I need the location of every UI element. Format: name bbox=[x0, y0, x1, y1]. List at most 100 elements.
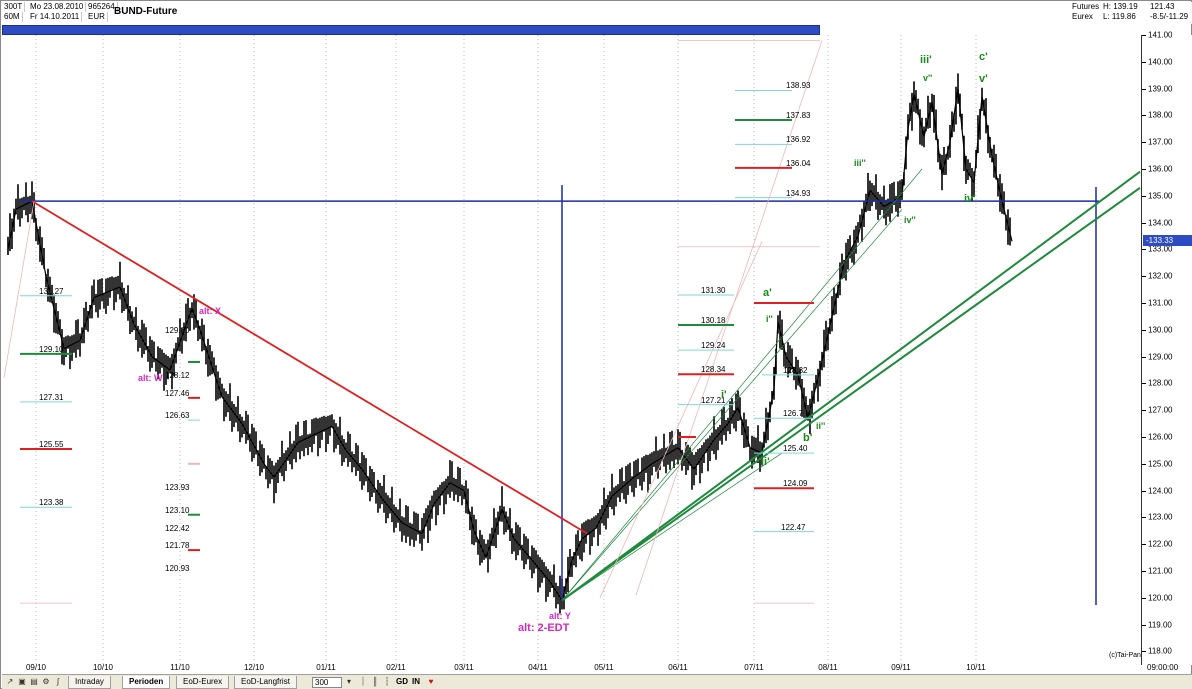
symbol-cell: 300T bbox=[2, 2, 26, 12]
exchange: Eurex bbox=[1072, 12, 1093, 21]
y-tick-mark bbox=[1142, 651, 1146, 653]
y-tick-mark bbox=[1142, 544, 1146, 546]
y-tick-label: 130.00 bbox=[1148, 325, 1173, 335]
wave-label-c-prime: c' bbox=[979, 51, 988, 64]
wave-label-iv-prime: iv' bbox=[964, 193, 976, 206]
fib-label-mid: 129.80 bbox=[165, 326, 190, 336]
y-tick-label: 127.00 bbox=[1148, 405, 1173, 415]
fib-label-mid: 122.42 bbox=[165, 523, 190, 533]
y-axis[interactable]: 141.00 140.00 139.00 138.00 137.00 136.00 135.… bbox=[1141, 31, 1192, 665]
fib-label-right-upper: 134.93 bbox=[786, 188, 811, 198]
time-label: 09:00:00 bbox=[1147, 663, 1179, 672]
fib-label-right-upper: 136.04 bbox=[786, 158, 811, 168]
fib-label-mid: 123.10 bbox=[165, 505, 190, 515]
y-tick-mark bbox=[1142, 463, 1146, 465]
line-style-icon[interactable]: ⏐ bbox=[360, 677, 366, 686]
fib-label-right-middle: 128.34 bbox=[701, 365, 726, 375]
fib-label-right-lower: 122.47 bbox=[781, 522, 806, 532]
y-tick-label: 141.00 bbox=[1148, 30, 1173, 40]
wave-label-iii-dprime: iii'' bbox=[854, 158, 866, 169]
symbol: 300T bbox=[4, 2, 23, 11]
heart-icon[interactable]: ♥ bbox=[428, 677, 434, 686]
x-tick-label: 11/10 bbox=[170, 663, 190, 672]
x-tick-label: 12/10 bbox=[243, 663, 265, 672]
tab-intraday[interactable]: Intraday bbox=[68, 676, 111, 689]
projection-line bbox=[599, 241, 763, 598]
price-chart-svg[interactable] bbox=[2, 35, 1141, 665]
fib-label-left: 127.31 bbox=[39, 392, 64, 402]
y-tick-label: 122.00 bbox=[1148, 539, 1173, 549]
fib-label-right-middle: 127.21 bbox=[701, 395, 726, 405]
wave-label-alt-x: alt: X bbox=[199, 305, 222, 316]
fib-label-right-middle: 129.24 bbox=[701, 341, 726, 351]
chart-title: BUND-Future bbox=[114, 6, 178, 17]
projection-line bbox=[635, 40, 823, 596]
x-axis: 09/10 10/10 11/10 12/10 01/11 02/11 03/11 04/11… bbox=[2, 663, 1141, 673]
downtrend-line bbox=[31, 200, 588, 535]
wave-label-v-prime: v' bbox=[979, 72, 988, 85]
bar-style-icon[interactable]: ║ bbox=[372, 677, 378, 686]
y-tick-label: 124.00 bbox=[1148, 486, 1173, 496]
fib-label-right-lower: 125.40 bbox=[783, 444, 808, 454]
print-icon[interactable]: ▣ bbox=[18, 677, 26, 686]
y-tick-mark bbox=[1142, 410, 1146, 412]
y-tick-label: 136.00 bbox=[1148, 164, 1173, 174]
chevron-down-icon[interactable]: ▾ bbox=[346, 677, 351, 686]
wave-label-b-prime: b' bbox=[803, 431, 813, 444]
price-chart[interactable] bbox=[2, 35, 1141, 665]
fib-label-mid: 123.93 bbox=[165, 483, 190, 493]
code-cell: 965264 bbox=[86, 2, 118, 12]
save-icon[interactable]: ▤ bbox=[30, 677, 38, 686]
settings-icon[interactable]: ⚙ bbox=[42, 677, 50, 686]
y-tick-mark bbox=[1142, 624, 1146, 626]
y-tick-mark bbox=[1142, 329, 1146, 331]
zoom-select[interactable]: 300 bbox=[312, 677, 342, 688]
projection-line bbox=[3, 201, 35, 379]
high-value: H: 139.19 bbox=[1103, 2, 1138, 11]
period: 60M bbox=[4, 12, 20, 21]
y-tick-label: 123.00 bbox=[1148, 512, 1173, 522]
code: 965264 bbox=[88, 2, 115, 11]
indicator-icon[interactable]: ∫ bbox=[56, 677, 60, 686]
y-tick-mark bbox=[1142, 490, 1146, 492]
y-tick-mark bbox=[1142, 169, 1146, 170]
tab-perioden[interactable]: Perioden bbox=[122, 676, 171, 689]
in-button[interactable]: IN bbox=[412, 677, 420, 686]
x-tick-label: 07/11 bbox=[744, 663, 764, 672]
fib-label-left: 125.55 bbox=[39, 440, 64, 450]
x-tick-label: 09/10 bbox=[25, 663, 47, 672]
y-tick-mark bbox=[1142, 597, 1146, 599]
tab-eod-langfrist[interactable]: EoD-Langfrist bbox=[234, 676, 297, 689]
wave-label-alt-w: alt: W bbox=[138, 372, 163, 383]
y-tick-mark bbox=[1142, 88, 1146, 90]
gd-button[interactable]: GD bbox=[396, 677, 408, 686]
y-tick-mark bbox=[1142, 35, 1146, 36]
low-value: L: 119.86 bbox=[1103, 12, 1136, 21]
uptrend-line-upper bbox=[561, 170, 1141, 602]
tab-eod-eurex[interactable]: EoD-Eurex bbox=[176, 676, 230, 689]
x-tick-label: 10/11 bbox=[966, 663, 986, 672]
y-tick-label: 118.00 bbox=[1148, 646, 1172, 656]
y-tick-label: 120.00 bbox=[1148, 593, 1173, 603]
date-strip[interactable]: Do 02Di 14Fr 24Do 05Fr 15Mi 27Mo 08Do 18… bbox=[2, 25, 820, 35]
wave-label-ii-prime: ii' bbox=[761, 455, 770, 468]
chart-tool-icon[interactable]: ↗ bbox=[6, 677, 14, 686]
y-tick-label: 121.00 bbox=[1148, 566, 1173, 576]
candle-style-icon[interactable]: ┆ bbox=[384, 677, 390, 686]
y-tick-mark bbox=[1142, 517, 1146, 519]
fib-label-right-upper: 137.83 bbox=[786, 110, 811, 120]
wave-label-i-dprime: i'' bbox=[766, 313, 773, 324]
x-tick-label: 10/10 bbox=[92, 663, 114, 672]
fib-label-right-upper: 138.93 bbox=[786, 81, 811, 91]
y-tick-label: 135.00 bbox=[1148, 191, 1173, 201]
y-tick-mark bbox=[1142, 61, 1146, 63]
x-tick-label: 09/11 bbox=[891, 663, 911, 672]
y-tick-label: 137.00 bbox=[1148, 137, 1173, 147]
fib-label-mid: 128.12 bbox=[165, 371, 190, 381]
wave-label-v-dprime: v'' bbox=[923, 72, 933, 83]
market: Futures bbox=[1072, 2, 1100, 11]
currency: EUR bbox=[88, 12, 105, 21]
uptrend-line-lower bbox=[561, 186, 1141, 602]
y-tick-mark bbox=[1142, 222, 1146, 224]
price-series-bars bbox=[7, 73, 1011, 614]
